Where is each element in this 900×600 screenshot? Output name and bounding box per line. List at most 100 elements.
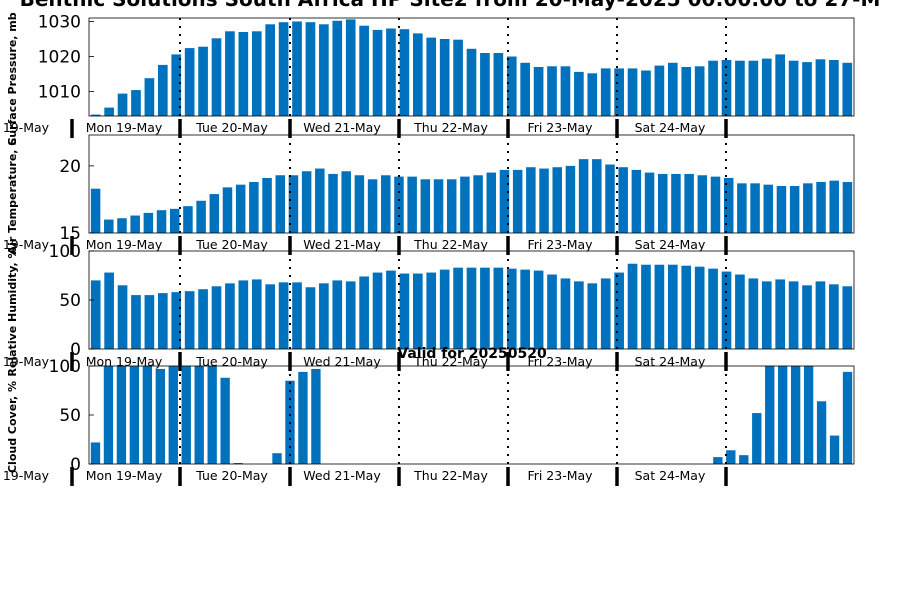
bar [829, 435, 840, 464]
bar [292, 282, 302, 349]
bar [332, 20, 343, 116]
bar [539, 168, 549, 233]
x-tick-label: Sat 24-May [635, 354, 706, 369]
x-tick-label: Wed 21-May [303, 468, 381, 483]
bar [292, 21, 302, 116]
figure-title: Benthic Solutions South Africa HP Site2 … [20, 0, 881, 11]
bar [739, 455, 749, 464]
bar [829, 284, 839, 349]
bar [386, 270, 396, 349]
bar [426, 272, 437, 349]
bar [466, 267, 477, 349]
x-tick-label: n 19-May [0, 468, 50, 483]
bar [394, 176, 404, 233]
bar [506, 56, 517, 116]
bar [198, 46, 208, 117]
bar [520, 269, 531, 349]
bar [493, 267, 504, 349]
bar [315, 168, 325, 233]
bar [130, 215, 140, 233]
bar [803, 183, 813, 233]
bar [328, 173, 338, 233]
x-tick-label: Mon 19-May [86, 237, 163, 252]
bar [288, 175, 299, 233]
bar [671, 173, 681, 233]
bar [407, 176, 417, 233]
bar [90, 442, 101, 464]
bar [600, 68, 611, 116]
x-tick-label: Mon 19-May [86, 468, 163, 483]
bar [278, 22, 289, 117]
bar [251, 31, 262, 116]
y-tick-label: 50 [59, 406, 81, 426]
bar [386, 28, 396, 116]
bar [265, 24, 276, 116]
bar [726, 450, 736, 464]
bar [788, 60, 799, 116]
bar [802, 285, 812, 349]
bar [433, 179, 444, 233]
bar [367, 179, 378, 233]
bar [157, 293, 168, 349]
y-tick-label: 100 [49, 242, 81, 262]
bar [499, 169, 510, 233]
bar [816, 181, 826, 233]
bar [735, 274, 745, 349]
bar [157, 64, 168, 116]
bar [198, 289, 208, 349]
bar [641, 70, 651, 116]
bar [399, 29, 410, 117]
bar [578, 159, 589, 233]
bar [574, 71, 584, 116]
bar [104, 272, 114, 349]
bar [117, 285, 128, 349]
bar [311, 368, 321, 464]
bar [169, 208, 180, 233]
bar [480, 267, 490, 349]
bar [614, 68, 624, 116]
bar [803, 366, 814, 464]
x-tick-label: Thu 22-May [413, 237, 488, 252]
bar [775, 279, 786, 349]
bar [275, 175, 285, 233]
x-tick-label: n 19-May [0, 237, 50, 252]
bar [765, 366, 775, 464]
bar [207, 366, 217, 464]
x-tick-label: Fri 23-May [527, 120, 593, 135]
y-tick-label: 1030 [38, 13, 81, 33]
x-tick-label: Sat 24-May [635, 468, 706, 483]
bar [592, 159, 602, 233]
bar [211, 286, 222, 349]
x-tick-label: n 19-May [0, 354, 50, 369]
bar [381, 175, 391, 233]
bar [412, 273, 423, 349]
bar [194, 366, 204, 464]
y-axis-label: Relative Humidity, % [6, 247, 19, 376]
panel-2: 15 20 Air Temperature, Cn 19-May Mon 19-May… [0, 134, 855, 255]
bar [802, 62, 812, 116]
bar [776, 186, 787, 233]
bar [618, 167, 628, 233]
bar [225, 283, 235, 349]
y-tick-label: 20 [59, 157, 81, 177]
bar [614, 272, 624, 349]
bar [272, 453, 282, 464]
x-tick-label: Fri 23-May [527, 354, 593, 369]
bar [117, 93, 128, 116]
bar [209, 194, 220, 233]
valid-date-caption: Valid for 20250520 [397, 346, 547, 362]
bar [684, 173, 694, 233]
bar [600, 278, 611, 349]
plot-frame [88, 17, 855, 117]
bar [547, 66, 557, 116]
bar [748, 278, 759, 349]
y-axis-label: Cloud Cover, % [6, 381, 19, 473]
bar [104, 219, 114, 233]
bar [735, 60, 745, 116]
bar [399, 273, 410, 349]
bar [775, 54, 786, 116]
bar [815, 59, 826, 116]
bar [587, 73, 598, 116]
bar [90, 280, 101, 349]
